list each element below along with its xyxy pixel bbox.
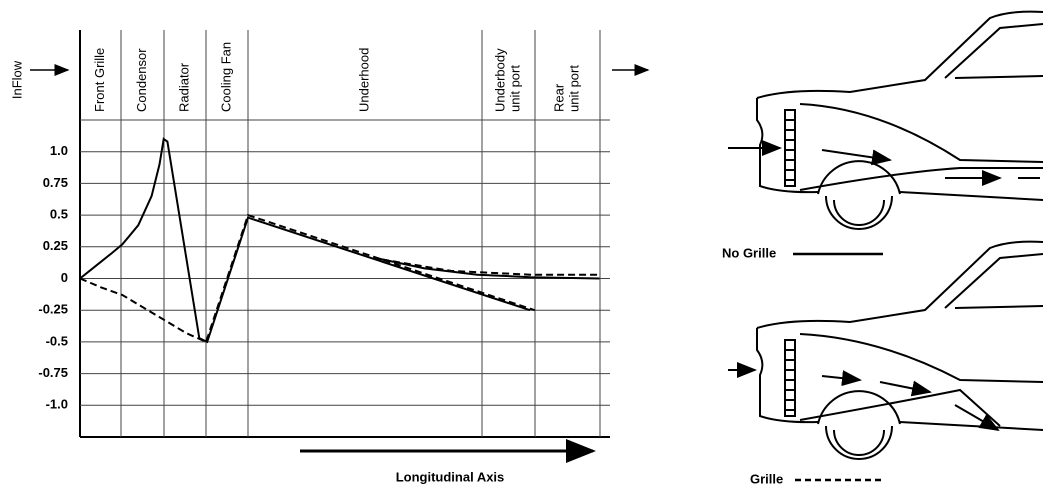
- series-line: [79, 137, 600, 344]
- zone-label: Radiator: [176, 62, 191, 112]
- legend-label: Grille: [750, 471, 783, 486]
- car-diagram: [728, 240, 1043, 460]
- y-tick-label: -0.75: [38, 365, 68, 380]
- inflow-label: InFlow: [9, 60, 24, 99]
- zone-label: Front Grille: [92, 48, 107, 112]
- y-tick-label: -0.5: [46, 333, 68, 348]
- x-axis-label: Longitudinal Axis: [396, 469, 505, 484]
- zone-label: Underhood: [356, 48, 371, 112]
- y-tick-label: 0.75: [43, 175, 68, 190]
- legend-label: No Grille: [722, 245, 776, 260]
- y-tick-label: -1.0: [46, 397, 68, 412]
- y-tick-label: 0.25: [43, 238, 68, 253]
- y-tick-label: -0.25: [38, 302, 68, 317]
- zone-label: Underbody: [492, 48, 507, 112]
- zone-label: Cooling Fan: [218, 42, 233, 112]
- zone-label: unit port: [507, 65, 522, 112]
- zone-label: unit port: [566, 65, 581, 112]
- y-tick-label: 1.0: [50, 143, 68, 158]
- car-diagram: [728, 10, 1043, 230]
- series-line: [79, 213, 600, 344]
- y-tick-label: 0.5: [50, 207, 68, 222]
- y-tick-label: 0: [61, 270, 68, 285]
- zone-label: Rear: [551, 83, 566, 112]
- zone-label: Condensor: [134, 48, 149, 112]
